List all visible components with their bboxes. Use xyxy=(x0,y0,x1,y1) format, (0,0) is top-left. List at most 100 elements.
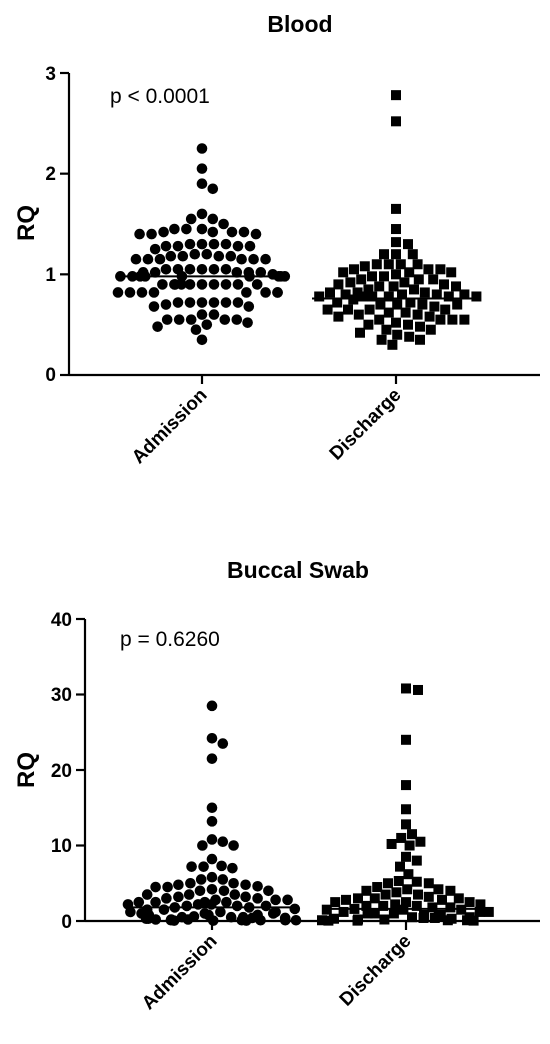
data-point xyxy=(417,300,427,310)
data-point xyxy=(471,291,481,301)
data-point xyxy=(338,267,348,277)
data-point xyxy=(349,264,359,274)
data-point xyxy=(391,237,401,247)
data-point xyxy=(233,241,244,252)
data-point xyxy=(209,264,220,275)
data-point xyxy=(443,915,453,925)
data-point xyxy=(379,271,389,281)
data-point xyxy=(424,892,434,902)
data-point xyxy=(384,259,394,269)
y-tick-label: 10 xyxy=(51,836,72,857)
data-point xyxy=(159,904,170,915)
data-point xyxy=(401,735,411,745)
data-point xyxy=(381,325,391,335)
blood-chart: Blood RQ p < 0.0001 0 1 2 3 Admission Di… xyxy=(13,11,540,468)
data-point xyxy=(207,872,218,883)
data-point xyxy=(413,685,423,695)
data-point xyxy=(166,251,177,262)
data-point xyxy=(260,287,271,298)
data-point xyxy=(173,879,184,890)
data-point xyxy=(134,229,145,240)
data-point xyxy=(435,315,445,325)
data-point xyxy=(183,914,194,925)
data-point xyxy=(343,305,353,315)
data-point xyxy=(401,780,411,790)
data-point xyxy=(197,239,208,250)
data-point xyxy=(412,856,422,866)
data-point xyxy=(407,912,417,922)
data-point xyxy=(150,882,161,893)
data-point xyxy=(358,291,368,301)
data-point xyxy=(207,884,218,895)
data-point xyxy=(162,882,173,893)
data-point xyxy=(226,251,237,262)
data-point xyxy=(113,287,124,298)
data-point xyxy=(425,312,435,322)
y-axis-label: RQ xyxy=(13,205,40,241)
data-point xyxy=(399,277,409,287)
data-point xyxy=(152,321,163,332)
data-point xyxy=(401,804,411,814)
data-point xyxy=(161,264,172,275)
data-point xyxy=(218,738,229,749)
data-point xyxy=(125,287,136,298)
data-point xyxy=(134,897,145,908)
data-point xyxy=(228,878,239,889)
data-point xyxy=(185,878,196,889)
data-point xyxy=(197,279,208,290)
data-point xyxy=(173,892,184,903)
data-point xyxy=(252,881,263,892)
data-point xyxy=(365,305,375,315)
data-point xyxy=(221,264,232,275)
data-point xyxy=(186,214,197,225)
data-point xyxy=(169,224,180,235)
data-point xyxy=(197,163,208,174)
data-point xyxy=(452,300,462,310)
data-point xyxy=(290,904,301,915)
data-point xyxy=(186,314,197,325)
data-point xyxy=(248,254,259,265)
data-point xyxy=(392,330,402,340)
data-point xyxy=(218,836,229,847)
data-point xyxy=(333,312,343,322)
data-point xyxy=(143,254,154,265)
data-point xyxy=(161,893,172,904)
data-point xyxy=(146,229,157,240)
data-point xyxy=(197,309,208,320)
data-point xyxy=(209,239,220,250)
data-point xyxy=(157,279,168,290)
data-point xyxy=(197,209,208,220)
data-point xyxy=(221,279,232,290)
data-point xyxy=(377,335,387,345)
data-point xyxy=(447,315,457,325)
data-point xyxy=(282,895,293,906)
x-category-label: Admission xyxy=(128,385,212,469)
data-point xyxy=(391,318,401,328)
data-point xyxy=(426,325,436,335)
data-point xyxy=(403,239,413,249)
data-point xyxy=(391,887,401,897)
data-point xyxy=(469,916,479,926)
data-point xyxy=(251,229,262,240)
data-point xyxy=(150,244,161,255)
y-tick-label: 1 xyxy=(45,265,56,286)
data-point xyxy=(401,683,411,693)
data-point xyxy=(181,224,192,235)
data-point xyxy=(252,279,263,290)
data-point xyxy=(216,861,227,872)
data-point xyxy=(221,297,232,308)
data-point xyxy=(141,913,152,924)
data-point xyxy=(239,227,250,238)
data-point xyxy=(209,297,220,308)
data-point xyxy=(209,279,220,290)
data-point xyxy=(242,317,253,328)
data-point xyxy=(161,299,172,310)
y-axis-label: RQ xyxy=(13,752,40,788)
data-point xyxy=(240,892,251,903)
data-point xyxy=(207,802,218,813)
data-point xyxy=(445,902,455,912)
data-point xyxy=(185,264,196,275)
data-point xyxy=(433,884,443,894)
data-point xyxy=(221,897,232,908)
